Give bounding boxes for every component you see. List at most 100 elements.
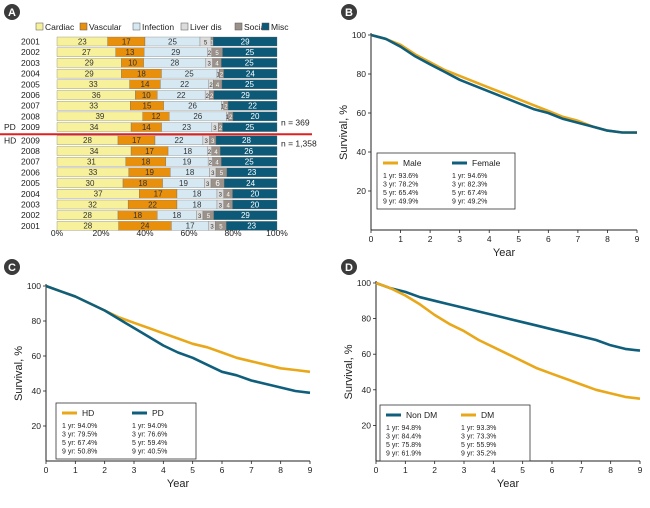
bar-value-label: 17 (132, 136, 141, 145)
series-line-male (370, 33, 638, 134)
y-tick-label: 40 (362, 385, 372, 395)
bar-value-label: 17 (186, 222, 195, 231)
bar-value-label: 34 (90, 147, 99, 156)
panel-d-chart: 0 1 2 3 4 5 6 7 8 9 20 40 60 80 100 Year Survival, % Non … (343, 278, 643, 490)
panel-badge-circle (341, 259, 357, 275)
bar-value-label: 5 (207, 214, 211, 220)
bar-value-label: 29 (85, 69, 94, 78)
legend-label: PD (152, 408, 164, 418)
legend-label: DM (481, 410, 494, 420)
bar-value-label: 1 (221, 105, 225, 111)
legend-stat: 5 yr: 55.9% (461, 442, 496, 449)
y-axis-title: Survival, % (343, 344, 355, 399)
panel-a-chart: Cardiac Vascular Infection Liver dis Social M… (0, 22, 317, 238)
bar-value-label: 20 (250, 200, 259, 209)
legend-stat: 3 yr: 84.4% (386, 434, 421, 441)
bar-value-label: 2 (229, 115, 233, 121)
legend-swatch (79, 22, 88, 31)
bar-value-label: 3 (211, 139, 215, 145)
bar-value-label: 14 (142, 123, 151, 132)
legend-stat: 3 yr: 73.3% (461, 434, 496, 441)
x-tick-label: 9 (308, 465, 313, 475)
bar-value-label: 17 (154, 190, 163, 199)
bar-segment (226, 167, 278, 178)
bar-value-label: 18 (183, 147, 192, 156)
y-tick-label: 100 (357, 278, 371, 288)
panel-badge-circle (4, 259, 20, 275)
bar-value-label: 37 (94, 190, 103, 199)
legend-stat: 1 yr: 94.6% (452, 173, 487, 180)
bar-value-label: 5 (215, 51, 219, 57)
bar-value-label: 29 (241, 211, 250, 220)
bar-value-label: 2 (220, 72, 224, 78)
x-tick-label: 100% (266, 228, 288, 238)
x-tick-label: 40% (136, 228, 153, 238)
legend-swatch (261, 22, 270, 31)
x-tick-label: 1 (403, 465, 408, 475)
bar-value-label: 4 (215, 161, 219, 167)
x-tick-label: 0 (369, 234, 374, 244)
row-year-label: 2005 (21, 178, 40, 188)
bar-value-label: 2 (209, 161, 213, 167)
bar-value-label: 2 (208, 51, 212, 57)
y-tick-label: 40 (357, 147, 367, 157)
bar-value-label: 18 (133, 211, 142, 220)
bar-segment (232, 199, 278, 210)
panel-badge-circle (4, 4, 20, 20)
x-tick-label: 6 (220, 465, 225, 475)
bar-value-label: 29 (241, 37, 250, 46)
y-axis-title: Survival, % (338, 105, 350, 160)
bar-value-label: 6 (215, 179, 220, 188)
bar-segment (232, 111, 278, 122)
x-tick-label: 5 (520, 465, 525, 475)
bar-value-label: 29 (171, 48, 180, 57)
bar-value-label: 12 (152, 112, 161, 121)
x-tick-label: 1 (73, 465, 78, 475)
legend-stat: 9 yr: 35.2% (461, 451, 496, 458)
row-year-label: 2009 (21, 135, 40, 145)
y-tick-label: 20 (362, 420, 372, 430)
y-tick-label: 100 (352, 30, 366, 40)
panel-badge-letter: D (345, 262, 353, 274)
bar-value-label: 1 (216, 72, 220, 78)
bar-value-label: 3 (210, 225, 214, 231)
x-tick-label: 0 (44, 465, 49, 475)
bar-value-label: 3 (211, 171, 215, 177)
x-tick-label: 7 (249, 465, 254, 475)
bar-value-label: 33 (89, 102, 98, 111)
row-year-label: 2003 (21, 58, 40, 68)
legend-label: Male (403, 158, 422, 168)
bar-value-label: 2 (206, 94, 210, 100)
bar-value-label: 30 (86, 179, 95, 188)
legend-stat: 9 yr: 61.9% (386, 451, 421, 458)
bar-value-label: 23 (78, 37, 87, 46)
bar-value-label: 22 (248, 102, 257, 111)
x-tick-label: 6 (550, 465, 555, 475)
bar-value-label: 22 (148, 200, 157, 209)
bar-value-label: 34 (90, 123, 99, 132)
bar-value-label: 19 (183, 158, 192, 167)
bar-value-label: 4 (226, 193, 230, 199)
bar-segment (215, 135, 278, 145)
bar-value-label: 28 (242, 136, 251, 145)
x-tick-label: 60% (180, 228, 197, 238)
legend-stat: 1 yr: 93.6% (383, 173, 418, 180)
legend-entry-infection: Infection (142, 22, 174, 32)
n-label-hd: n = 1,358 (281, 138, 317, 148)
bar-value-label: 25 (245, 80, 254, 89)
bar-value-label: 10 (128, 59, 137, 68)
bar-value-label: 2 (219, 126, 223, 132)
legend-label: Non DM (406, 410, 437, 420)
panel-badge-letter: A (8, 7, 16, 19)
bar-segment (222, 47, 278, 57)
series-line-pd (45, 284, 311, 395)
bar-segment (232, 189, 278, 199)
panel-badge-letter: C (8, 262, 16, 274)
bar-value-label: 10 (142, 91, 151, 100)
bar-segment (221, 58, 278, 68)
row-year-label: 2004 (21, 69, 40, 79)
bar-value-label: 26 (188, 102, 197, 111)
bar-segment (213, 36, 278, 47)
x-axis-title: Year (497, 478, 520, 490)
legend-swatch (234, 22, 243, 31)
